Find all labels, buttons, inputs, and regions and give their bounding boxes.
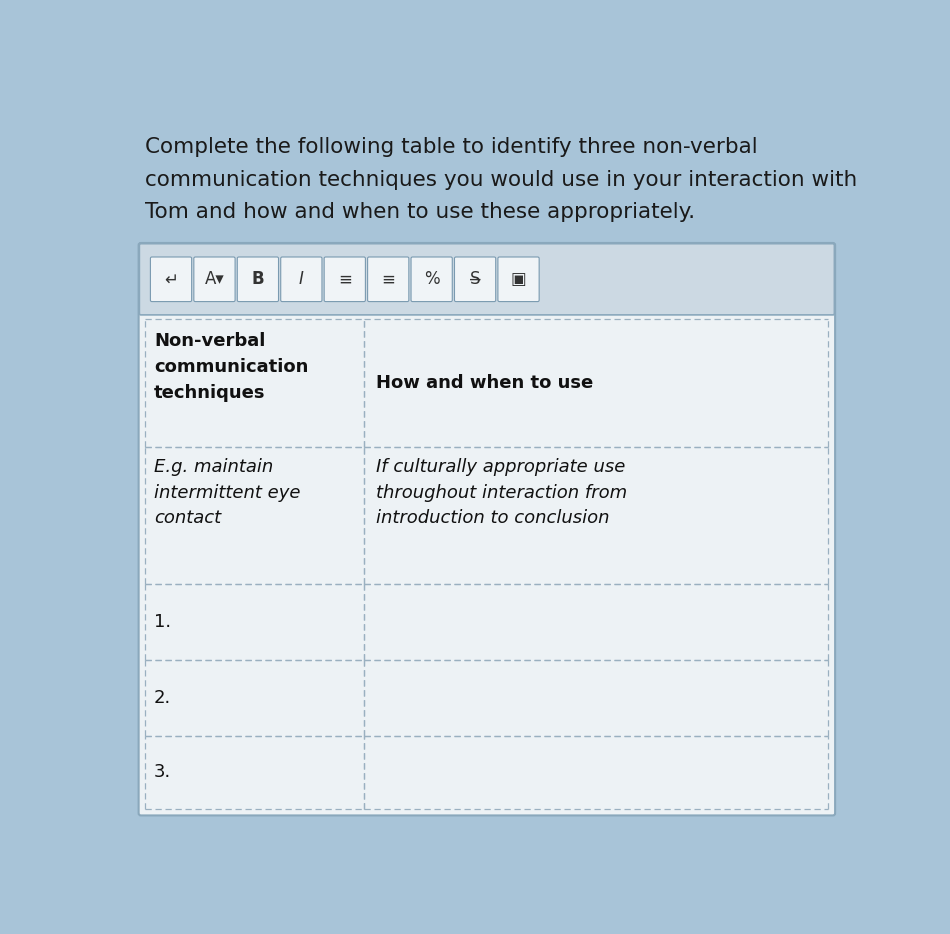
Text: ≡: ≡	[338, 270, 352, 289]
FancyBboxPatch shape	[194, 257, 235, 302]
Text: A▾: A▾	[204, 270, 224, 289]
FancyBboxPatch shape	[411, 257, 452, 302]
FancyBboxPatch shape	[324, 257, 366, 302]
Bar	[364, 584, 828, 659]
Text: ▣: ▣	[511, 270, 526, 289]
FancyBboxPatch shape	[140, 244, 834, 315]
Text: I: I	[299, 270, 304, 289]
FancyBboxPatch shape	[368, 257, 408, 302]
Text: Non-verbal
communication
techniques: Non-verbal communication techniques	[154, 333, 309, 402]
Bar	[364, 735, 828, 809]
Text: Tom and how and when to use these appropriately.: Tom and how and when to use these approp…	[144, 202, 694, 222]
Text: If culturally appropriate use
throughout interaction from
introduction to conclu: If culturally appropriate use throughout…	[376, 458, 628, 528]
Bar	[145, 584, 364, 659]
Bar	[145, 446, 364, 584]
Text: B: B	[252, 270, 264, 289]
Text: E.g. maintain
intermittent eye
contact: E.g. maintain intermittent eye contact	[154, 458, 300, 528]
Text: 3.: 3.	[154, 763, 171, 781]
Text: S̶: S̶	[470, 270, 481, 289]
Text: 2.: 2.	[154, 688, 171, 706]
Text: ≡: ≡	[381, 270, 395, 289]
Text: ↵: ↵	[164, 270, 178, 289]
Text: %: %	[424, 270, 440, 289]
FancyBboxPatch shape	[281, 257, 322, 302]
Text: communication techniques you would use in your interaction with: communication techniques you would use i…	[144, 170, 857, 190]
Bar	[364, 446, 828, 584]
Bar	[145, 319, 364, 446]
Text: 1.: 1.	[154, 613, 171, 630]
FancyBboxPatch shape	[238, 257, 278, 302]
FancyBboxPatch shape	[139, 243, 835, 815]
FancyBboxPatch shape	[454, 257, 496, 302]
FancyBboxPatch shape	[498, 257, 540, 302]
Bar	[145, 735, 364, 809]
Text: Complete the following table to identify three non-verbal: Complete the following table to identify…	[144, 137, 757, 157]
FancyBboxPatch shape	[150, 257, 192, 302]
Bar	[145, 659, 364, 735]
Text: How and when to use: How and when to use	[376, 374, 594, 392]
Bar	[364, 319, 828, 446]
Bar	[364, 659, 828, 735]
